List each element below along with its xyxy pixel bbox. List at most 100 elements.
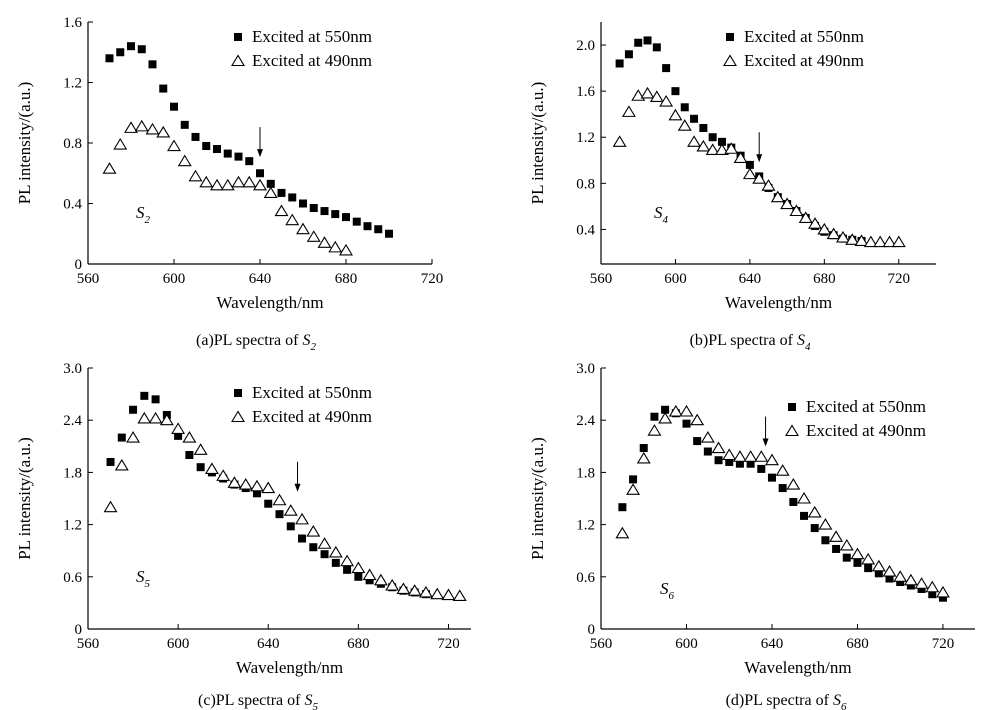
x-tick-label: 680 (846, 636, 869, 652)
data-point-triangle (775, 464, 790, 476)
legend-label: Excited at 490nm (744, 51, 864, 70)
data-point-triangle (227, 476, 242, 488)
data-point-square (374, 225, 383, 234)
data-point-triangle (711, 441, 726, 454)
data-point-square (309, 204, 318, 213)
data-point-triangle (137, 411, 152, 424)
y-tick-label: 0.4 (63, 197, 82, 213)
data-point-square (661, 405, 670, 414)
data-point-square (682, 419, 691, 428)
data-point-triangle (817, 222, 832, 235)
data-point-triangle (145, 122, 160, 135)
y-tick-label: 0.6 (576, 570, 595, 586)
data-point-triangle (786, 478, 801, 490)
legend-marker-square (234, 33, 242, 41)
panel-c: 560 600 640 680 720 0 0.6 1.2 1.8 2.4 3.0 Wavelengt… (15, 361, 471, 710)
data-point-square (117, 433, 126, 442)
data-point-triangle (891, 235, 906, 248)
data-point-triangle (733, 151, 748, 164)
legend-marker-square (788, 403, 796, 411)
data-point-triangle (935, 585, 950, 598)
series-excited-550nm (618, 405, 947, 602)
data-point-square (342, 213, 350, 222)
data-point-triangle (925, 580, 940, 593)
panel-caption: (d)PL spectra of S6 (726, 692, 847, 710)
data-point-triangle (261, 481, 276, 494)
data-point-square (354, 572, 363, 581)
y-tick-label: 3.0 (63, 361, 82, 377)
x-tick-label: 640 (249, 271, 272, 287)
data-point-triangle (893, 570, 908, 582)
data-point-square (320, 207, 329, 216)
data-point-triangle (182, 431, 197, 443)
data-point-triangle (818, 518, 833, 530)
x-tick-label: 640 (739, 271, 762, 287)
data-point-square (643, 36, 652, 45)
data-point-square (842, 553, 851, 562)
y-axis-label: PL intensity/(a.u.) (528, 437, 547, 560)
data-point-triangle (159, 413, 174, 426)
data-point-triangle (705, 143, 720, 155)
series-excited-490nm (102, 119, 353, 256)
sample-label: S5 (136, 567, 151, 590)
data-point-square (629, 475, 638, 484)
data-point-triangle (328, 545, 343, 558)
data-point-square (885, 574, 894, 583)
data-point-triangle (743, 450, 758, 462)
data-point-square (906, 581, 915, 590)
data-point-square (634, 38, 643, 47)
data-point-triangle (441, 588, 456, 601)
data-point-triangle (882, 565, 897, 577)
legend: Excited at 550nm Excited at 490nm (231, 27, 372, 70)
legend-label: Excited at 550nm (252, 27, 372, 46)
data-point-triangle (882, 235, 897, 248)
data-point-triangle (274, 204, 289, 217)
data-point-square (735, 459, 744, 468)
x-tick-label: 720 (932, 636, 955, 652)
legend-label: Excited at 550nm (744, 27, 864, 46)
data-point-triangle (732, 450, 747, 462)
data-point-triangle (754, 450, 769, 462)
data-point-square (174, 431, 183, 440)
y-tick-label: 0 (588, 622, 596, 638)
data-point-triangle (216, 469, 231, 481)
data-point-triangle (263, 186, 278, 198)
data-point-square (624, 50, 633, 59)
data-point-triangle (861, 552, 876, 565)
data-point-square (853, 558, 862, 567)
data-point-triangle (210, 178, 224, 191)
data-point-triangle (220, 178, 235, 191)
data-point-triangle (854, 234, 869, 247)
y-tick-label: 1.2 (576, 130, 595, 146)
data-point-triangle (679, 404, 694, 417)
data-point-triangle (715, 143, 729, 155)
data-point-triangle (148, 411, 163, 424)
data-point-square (618, 503, 627, 512)
legend-label: Excited at 490nm (252, 51, 372, 70)
data-point-triangle (238, 478, 253, 490)
y-tick-label: 1.2 (63, 518, 82, 534)
data-point-triangle (789, 204, 804, 217)
x-tick-label: 640 (257, 636, 280, 652)
data-point-triangle (103, 500, 118, 513)
x-tick-label: 680 (335, 271, 358, 287)
data-point-square (928, 590, 937, 599)
data-point-triangle (636, 451, 651, 464)
data-point-triangle (640, 86, 655, 99)
data-point-triangle (612, 135, 627, 147)
series-excited-490nm (615, 404, 950, 598)
data-point-square (140, 391, 149, 400)
data-point-square (708, 133, 717, 142)
data-point-square (699, 124, 708, 133)
panel-d: 560 600 640 680 720 0 0.6 1.2 1.8 2.4 3.0 Wavelengt… (528, 361, 975, 710)
data-point-triangle (724, 142, 739, 154)
legend-label: Excited at 490nm (806, 421, 926, 440)
legend: Excited at 550nm Excited at 490nm (723, 27, 864, 70)
y-tick-label: 0.6 (63, 570, 82, 586)
data-point-triangle (850, 547, 865, 560)
legend-marker-triangle (723, 54, 737, 67)
data-point-square (365, 576, 374, 585)
data-point-square (331, 210, 340, 219)
panel-caption: (b)PL spectra of S4 (690, 332, 811, 353)
data-point-square (874, 569, 883, 578)
